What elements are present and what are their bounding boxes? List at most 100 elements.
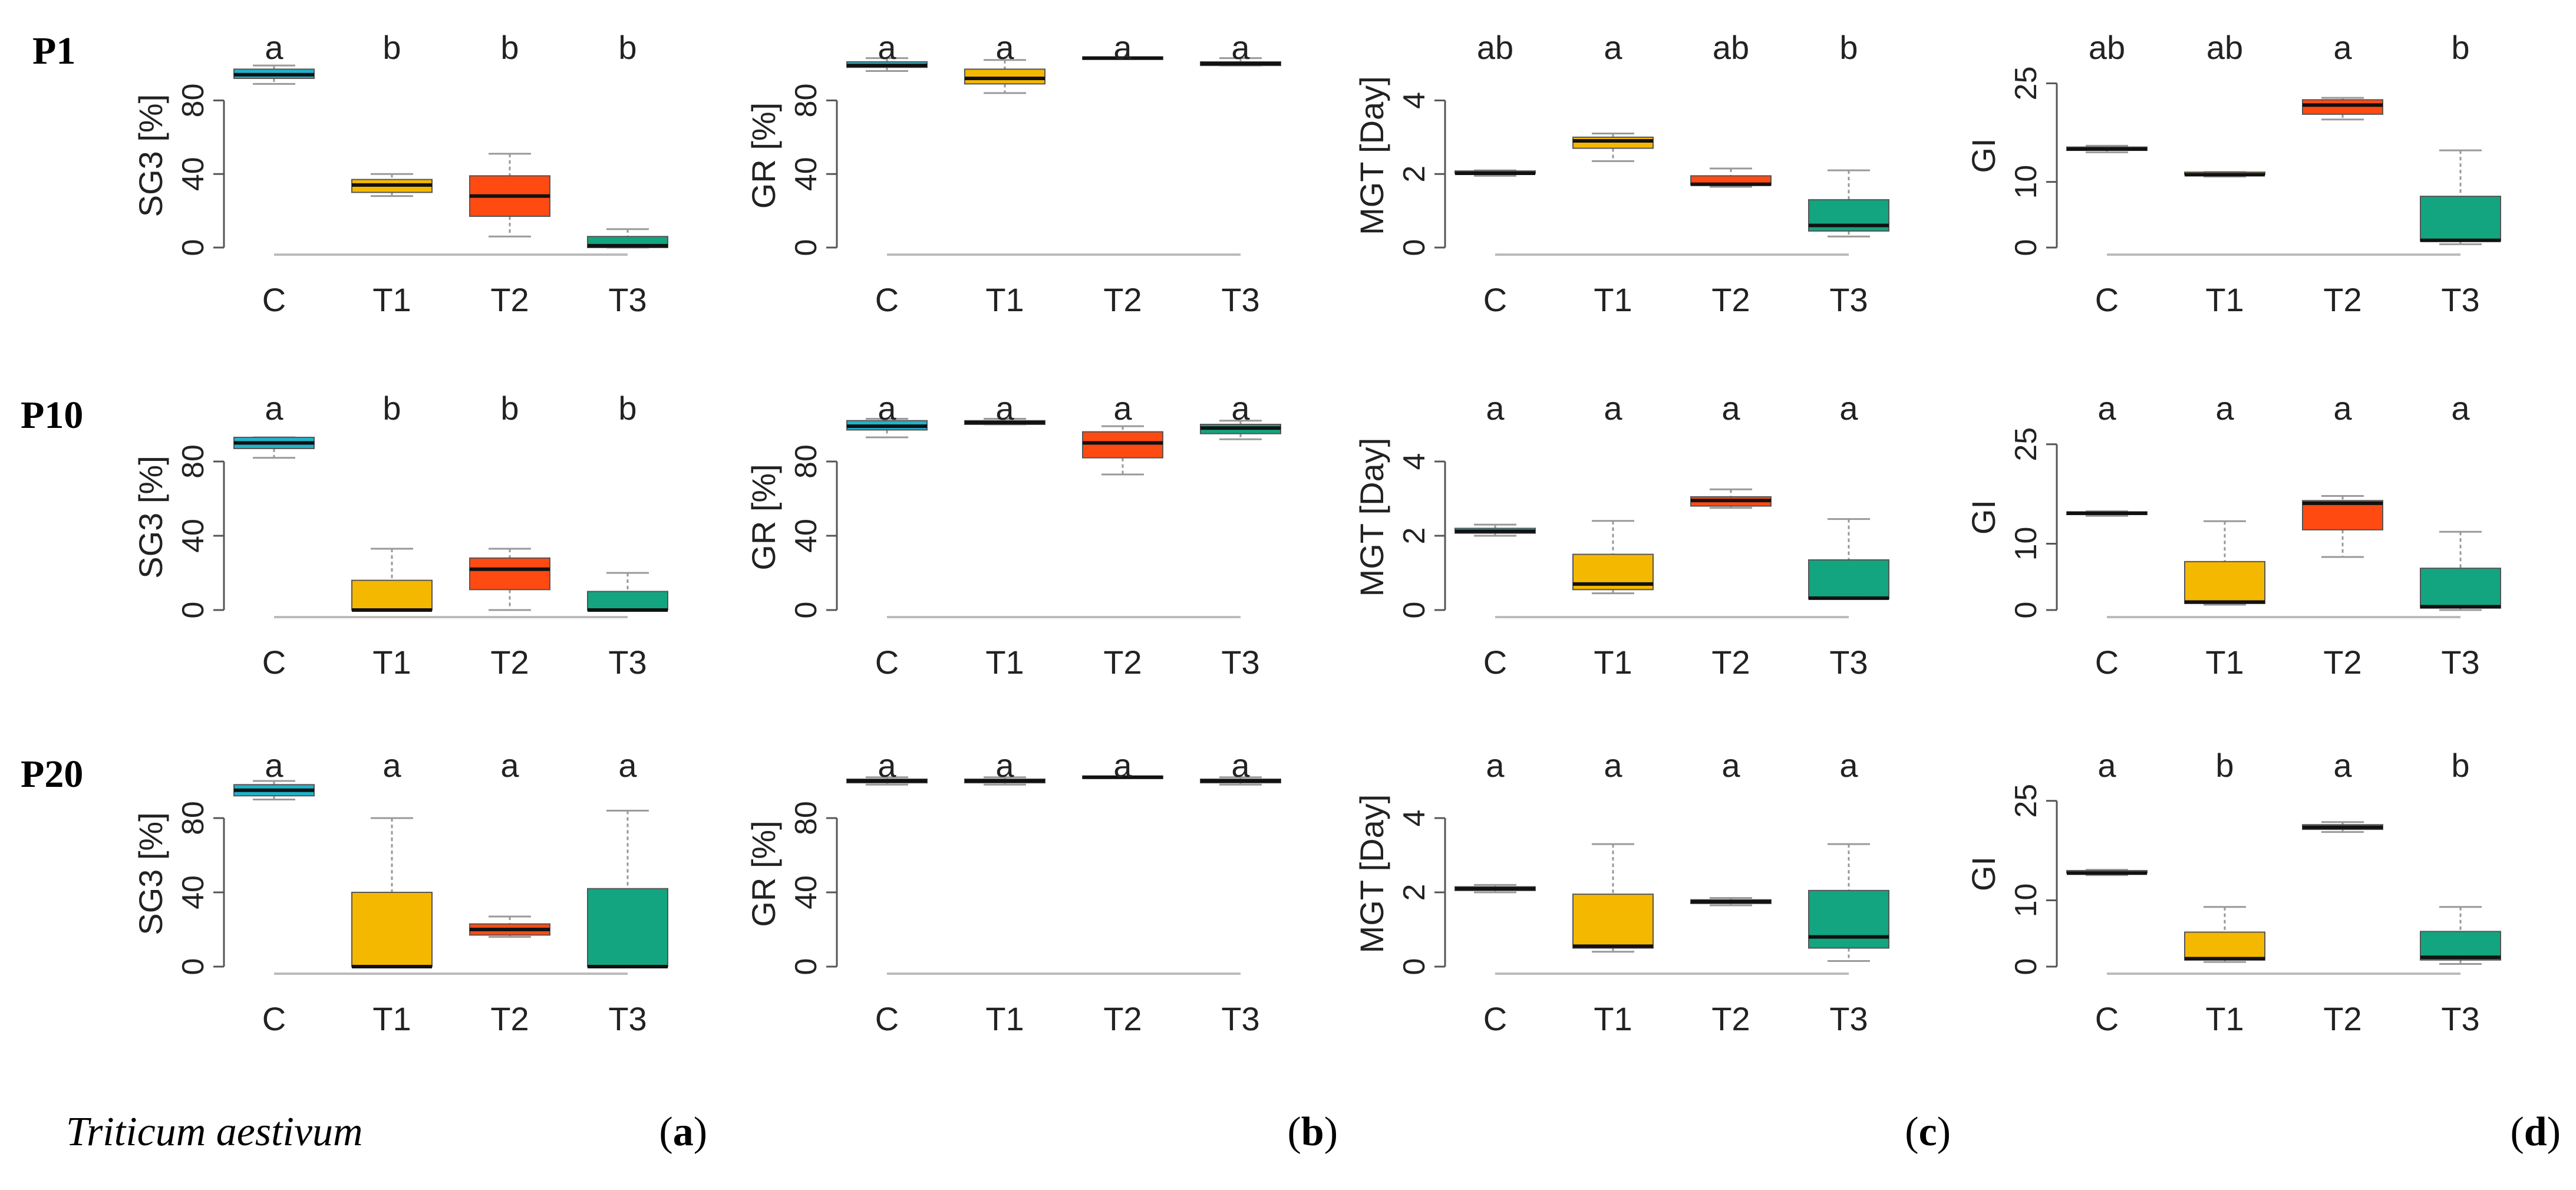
box-t2 <box>2302 500 2383 530</box>
y-axis-label: GR [%] <box>745 103 782 209</box>
y-tick-label: 80 <box>789 83 823 117</box>
y-tick-label: 0 <box>1397 602 1432 619</box>
category-label-t1: T1 <box>2205 281 2244 318</box>
significance-letter: a <box>2215 390 2234 427</box>
category-label-c: C <box>875 281 899 318</box>
box-t1 <box>1572 136 1654 149</box>
category-label-t2: T2 <box>2323 281 2361 318</box>
category-label-c: C <box>262 281 286 318</box>
category-label-t2: T2 <box>1103 644 1142 681</box>
y-tick-label: 80 <box>789 801 823 835</box>
y-axis-label: GR [%] <box>745 820 782 927</box>
box-t1 <box>1572 894 1654 949</box>
y-tick-label: 0 <box>1397 958 1432 975</box>
category-label-t1: T1 <box>1594 281 1632 318</box>
category-label-t2: T2 <box>490 1000 529 1037</box>
y-axis-label: GR [%] <box>745 464 782 570</box>
category-label-c: C <box>2095 1000 2119 1037</box>
category-label-t1: T1 <box>985 644 1024 681</box>
box-t1 <box>2184 931 2265 961</box>
significance-letter: ab <box>1713 29 1749 66</box>
significance-letter: a <box>1113 390 1132 427</box>
y-axis-label: SG3 [%] <box>132 94 169 217</box>
significance-letter: ab <box>2089 29 2125 66</box>
y-tick-label: 80 <box>176 444 210 479</box>
significance-letter: a <box>1604 390 1622 427</box>
significance-letter: a <box>995 747 1014 784</box>
y-tick-label: 0 <box>789 239 823 256</box>
y-tick-label: 40 <box>176 875 210 909</box>
significance-letter: a <box>995 390 1014 427</box>
boxplot-p1-d: 0 10 25 GI Cab T1 ab T2 a T3 b <box>1965 29 2501 318</box>
row-label-p10: P10 <box>21 394 83 437</box>
significance-letter: a <box>265 390 283 427</box>
significance-letter: ab <box>2206 29 2243 66</box>
box-t2 <box>1082 431 1163 459</box>
y-tick-label: 40 <box>176 519 210 553</box>
category-label-c: C <box>875 644 899 681</box>
significance-letter: a <box>995 29 1014 66</box>
boxplot-p1-c: 0 2 4 MGT [Day] Cab T1 a T2 ab T3 b <box>1353 29 1889 318</box>
y-tick-label: 2 <box>1397 528 1432 545</box>
category-label-t1: T1 <box>2205 1000 2244 1037</box>
boxplot-p20-c: 0 2 4 MGT [Day] Ca T1 a T2 a T3 a <box>1353 747 1889 1037</box>
panel-label-b: (b) <box>1287 1109 1338 1155</box>
y-tick-label: 0 <box>176 239 210 256</box>
y-tick-label: 4 <box>1397 92 1432 109</box>
significance-letter: a <box>1113 29 1132 66</box>
box-t1 <box>2184 561 2265 604</box>
y-tick-label: 80 <box>176 83 210 117</box>
significance-letter: a <box>1839 747 1858 784</box>
box-t3 <box>2420 568 2501 609</box>
significance-letter: b <box>382 29 401 66</box>
category-label-t2: T2 <box>2323 644 2361 681</box>
box-t3 <box>1808 889 1889 949</box>
y-tick-label: 10 <box>2009 884 2043 918</box>
row-label-p1: P1 <box>32 29 75 72</box>
category-label-t3: T3 <box>2441 1000 2479 1037</box>
y-tick-label: 0 <box>2009 958 2043 975</box>
category-label-t2: T2 <box>2323 1000 2361 1037</box>
category-label-t3: T3 <box>1221 644 1259 681</box>
boxplot-p10-d: 0 10 25 GI Ca T1 a T2 a T3 a <box>1965 390 2501 681</box>
category-label-t1: T1 <box>985 281 1024 318</box>
box-t3 <box>2420 196 2501 242</box>
box-t3 <box>1808 559 1889 600</box>
y-tick-label: 0 <box>176 602 210 619</box>
y-tick-label: 10 <box>2009 527 2043 561</box>
significance-letter: b <box>382 390 401 427</box>
category-label-t1: T1 <box>372 644 411 681</box>
y-tick-label: 0 <box>1397 239 1432 256</box>
category-label-c: C <box>2095 644 2119 681</box>
category-label-t2: T2 <box>1711 281 1750 318</box>
category-label-t2: T2 <box>1711 644 1750 681</box>
y-axis-label: SG3 [%] <box>132 456 169 579</box>
y-tick-label: 2 <box>1397 166 1432 183</box>
significance-letter: b <box>2451 747 2469 784</box>
y-axis-label: GI <box>1965 138 2002 173</box>
panel-label-c: (c) <box>1905 1109 1951 1155</box>
y-axis-label: SG3 [%] <box>132 812 169 935</box>
significance-letter: a <box>1604 29 1622 66</box>
y-axis-label: MGT [Day] <box>1353 438 1390 597</box>
significance-letter: a <box>1113 747 1132 784</box>
y-axis-label: MGT [Day] <box>1353 795 1390 954</box>
category-label-t3: T3 <box>1829 644 1868 681</box>
y-axis-label: MGT [Day] <box>1353 76 1390 235</box>
significance-letter: a <box>1231 390 1250 427</box>
significance-letter: a <box>382 747 401 784</box>
category-label-t2: T2 <box>490 644 529 681</box>
y-axis-label: GI <box>1965 856 2002 891</box>
species-name: Triticum aestivum <box>66 1109 363 1155</box>
category-label-t2: T2 <box>1103 1000 1142 1037</box>
y-tick-label: 0 <box>2009 239 2043 256</box>
panel-label-a: (a) <box>659 1109 707 1155</box>
category-label-t1: T1 <box>372 281 411 318</box>
y-tick-label: 25 <box>2009 784 2043 818</box>
y-tick-label: 40 <box>789 875 823 909</box>
y-tick-label: 40 <box>789 157 823 191</box>
